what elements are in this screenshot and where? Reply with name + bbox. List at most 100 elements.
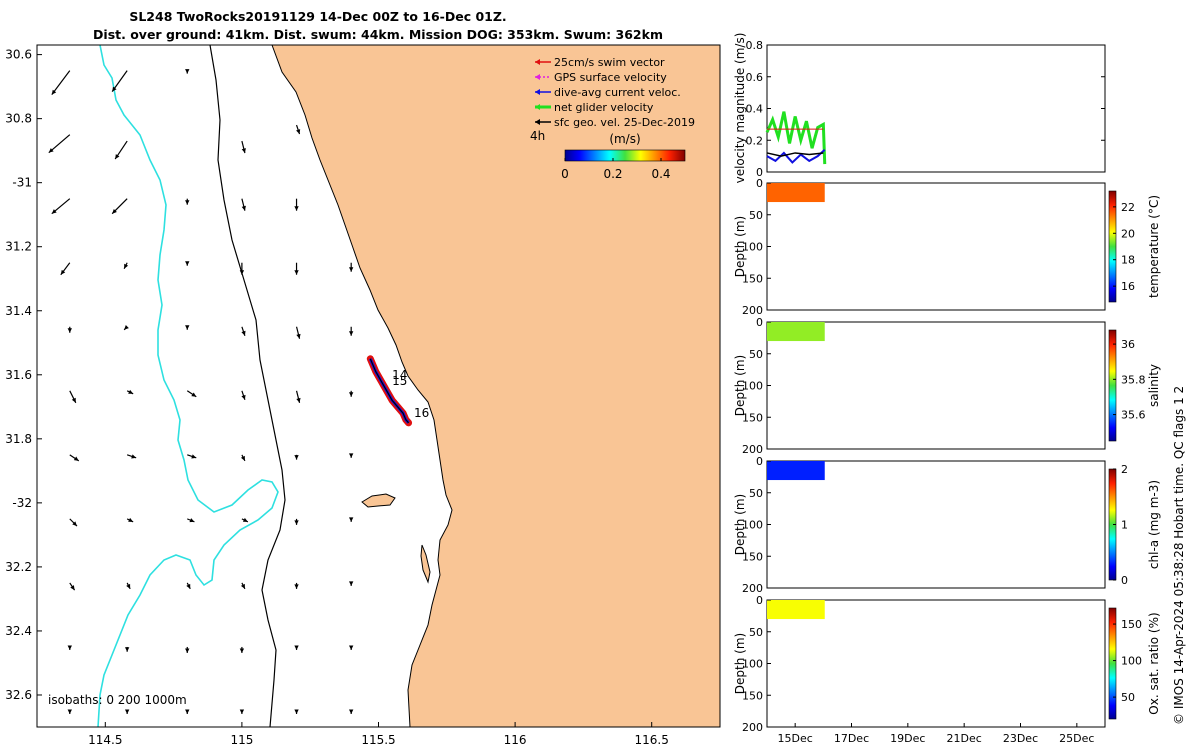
legend-geo-arrow [535,119,540,125]
current-vector [185,709,190,714]
current-vector [349,262,354,272]
current-vector [295,390,301,403]
isobath-200m [209,45,286,727]
figure-title-line2: Dist. over ground: 41km. Dist. swum: 44k… [93,27,663,42]
velocity-panel: 0 0.2 0.4 0.6 0.8 velocity magnitude (m/s) [733,33,1106,184]
current-vector [295,124,301,135]
isobath-1000m [97,45,279,727]
legend-dive-arrow [535,89,540,95]
current-vector [67,709,72,714]
depth-panel: 0 50 100 150 200 Depth (m) 35.6 35.8 36 salinity [733,316,1161,456]
velocity-ylabel: velocity magnitude (m/s) [733,33,747,184]
time-x-tick-label: 23Dec [1003,732,1038,745]
current-vector [239,262,245,275]
depth-colorbar-tick-label: 150 [1121,618,1142,631]
depth-colorbar-label: Ox. sat. ratio (%) [1147,612,1161,714]
depth-y-tick-label: 150 [742,550,763,563]
legend-swim-arrow [535,59,540,65]
depth-y-tick-label: 100 [742,519,763,532]
time-x-tick-label: 21Dec [947,732,982,745]
depth-colorbar-label: chl-a (mg m-3) [1147,480,1161,569]
map-colorbar-tick-label: 0.2 [603,167,622,181]
depth-y-tick-label: 200 [742,582,763,595]
legend-dive-text: dive-avg current veloc. [554,86,681,99]
current-vector [51,198,71,215]
legend-gps-arrow [535,74,540,80]
current-vector [123,262,129,269]
depth-colorbar-tick-label: 50 [1121,691,1135,704]
map-y-tick-label: 30.8 [5,112,32,126]
current-vector [67,645,72,650]
track-line [369,358,410,424]
depth-y-tick-label: 50 [749,348,763,361]
current-vector [186,582,191,590]
current-vector [185,325,190,330]
depth-y-tick-label: 150 [742,411,763,424]
velocity-series-line [766,149,826,164]
depth-y-tick-label: 100 [742,241,763,254]
current-vector [239,709,245,714]
legend-swim-text: 25cm/s swim vector [554,56,665,69]
current-vector [349,645,354,650]
current-vector [294,582,299,589]
time-x-tick-label: 15Dec [778,732,813,745]
current-vector [240,454,246,462]
velocity-y-tick-label: 0.8 [746,39,764,52]
current-vector [111,70,128,92]
current-vector [124,646,130,652]
current-vector [241,517,249,523]
depth-data-block [767,461,825,481]
current-vector [185,261,190,266]
footer-credit: © IMOS 14-Apr-2024 05:38:28 Hobart time.… [1172,386,1186,725]
depth-y-tick-label: 100 [742,380,763,393]
depth-panel-frame [766,182,1106,311]
depth-data-block [767,183,825,203]
map-y-tick-label: 31.8 [5,432,32,446]
depth-y-tick-label: 50 [749,626,763,639]
velocity-series [765,111,827,165]
current-vector [69,518,78,527]
current-vector [48,134,71,154]
depth-y-tick-label: 200 [742,443,763,456]
depth-panel-frame [766,460,1106,589]
current-vector [124,709,130,714]
map-colorbar-label: (m/s) [609,132,640,146]
velocity-series-line [766,152,824,157]
current-vector [241,390,246,400]
map-x-tick-label: 115 [230,733,253,747]
depth-colorbar [1108,607,1117,720]
map-y-tick-label: 31.2 [5,240,32,254]
current-vector [187,454,197,459]
velocity-y-tick-label: 0 [756,166,763,179]
current-vector [349,326,354,336]
depth-y-tick-label: 0 [756,455,763,468]
depth-ylabel: Depth (m) [733,494,747,555]
legend-geo-text: sfc geo. vel. 25-Dec-2019 [554,116,695,129]
map-x-tick-label: 116.5 [635,733,669,747]
velocity-y-ticks: 0 0.2 0.4 0.6 0.8 [746,39,1105,179]
velocity-y-tick-label: 0.4 [746,103,764,116]
map-colorbar [564,149,686,162]
isobath-label: isobaths: 0 200 1000m [48,693,187,707]
depth-y-tick-label: 100 [742,658,763,671]
map-colorbar-ticks: 0 0.2 0.4 [561,158,671,181]
land-area [272,45,720,727]
depth-y-tick-label: 150 [742,272,763,285]
depth-y-tick-label: 50 [749,209,763,222]
map-x-ticks: 114.5 115 115.5 116 116.5 [88,722,669,747]
map-legend: 25cm/s swim vector GPS surface velocity … [535,56,695,129]
map-x-tick-label: 115.5 [361,733,395,747]
current-vector [294,198,299,211]
current-vector [349,390,354,397]
map-y-tick-label: -31 [12,176,32,190]
island-garden [420,544,431,584]
current-vector [294,645,299,650]
current-vector [111,198,128,215]
depth-ylabel: Depth (m) [733,633,747,694]
current-vector [126,454,137,459]
track-day-label: 16 [414,406,429,420]
current-vector [295,326,301,339]
map-y-tick-label: 30.6 [5,48,32,62]
